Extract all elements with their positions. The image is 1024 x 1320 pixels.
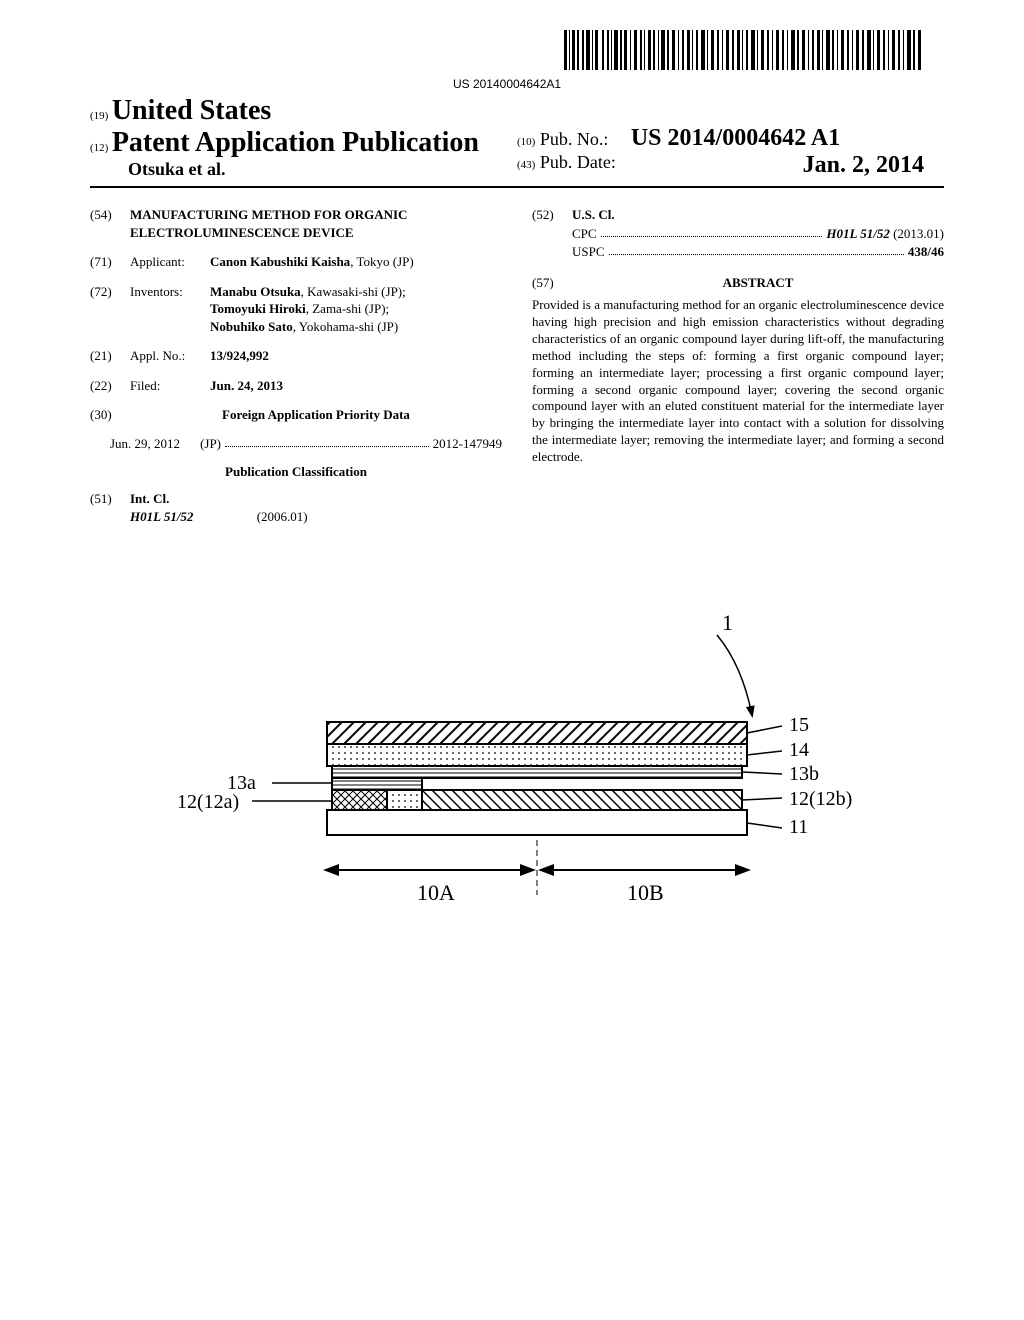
dots-leader (609, 244, 904, 255)
body-columns: (54) MANUFACTURING METHOD FOR ORGANIC EL… (90, 206, 944, 525)
doc-type: Patent Application Publication (112, 127, 479, 158)
barcode-block: US 20140004642A1 (90, 30, 924, 91)
patent-figure: 1 15 14 13b 12(12b) 11 13a 12(12a) 10A 1… (90, 595, 944, 960)
left-column: (54) MANUFACTURING METHOD FOR ORGANIC EL… (90, 206, 502, 525)
country-code: (19) (90, 110, 108, 122)
dots-leader (601, 226, 823, 237)
inventor-1-loc: , Kawasaki-shi (JP); (301, 284, 406, 299)
cpc-ver: (2013.01) (893, 226, 944, 241)
f72-label: Inventors: (130, 283, 210, 336)
f22-label: Filed: (130, 377, 210, 395)
f22-code: (22) (90, 377, 130, 395)
f51-code: (51) (90, 490, 130, 508)
inventor-2: Tomoyuki Hiroki (210, 301, 306, 316)
header-row: (19) United States (12) Patent Applicati… (90, 95, 944, 188)
appl-no: 13/924,992 (210, 348, 269, 363)
figure-svg: 1 15 14 13b 12(12b) 11 13a 12(12a) 10A 1… (157, 595, 877, 955)
intcl-ver: (2006.01) (257, 509, 308, 524)
pubdate-value: Jan. 2, 2014 (803, 152, 924, 179)
f71-code: (71) (90, 253, 130, 271)
fig-label-12-12b: 12(12b) (789, 788, 852, 810)
pubdate-label: Pub. Date: (540, 152, 616, 172)
uspc-val: 438/46 (908, 244, 944, 259)
inventor-1: Manabu Otsuka (210, 284, 301, 299)
f52-code: (52) (532, 206, 572, 224)
fig-label-12-12a: 12(12a) (177, 791, 239, 813)
cpc-val: H01L 51/52 (826, 226, 889, 241)
inventor-3-loc: , Yokohama-shi (JP) (293, 319, 398, 334)
inventor-2-loc: , Zama-shi (JP); (306, 301, 389, 316)
priority-cc: (JP) (200, 436, 221, 452)
authors: Otsuka et al. (128, 159, 517, 180)
fig-label-13b: 13b (789, 763, 819, 785)
f57-code: (57) (532, 274, 572, 298)
f72-code: (72) (90, 283, 130, 336)
country-name: United States (112, 95, 271, 126)
pubdate-code: (43) (517, 159, 535, 171)
fig-label-15: 15 (789, 714, 809, 736)
cpc-label: CPC (572, 226, 597, 242)
invention-title: MANUFACTURING METHOD FOR ORGANIC ELECTRO… (130, 206, 502, 241)
barcode-svg (564, 30, 924, 70)
right-column: (52) U.S. Cl. CPC H01L 51/52 (2013.01) U… (532, 206, 944, 525)
applicant-loc: , Tokyo (JP) (350, 254, 414, 269)
doc-code: (12) (90, 142, 108, 154)
abstract-hdr: ABSTRACT (572, 274, 944, 292)
inventor-3: Nobuhiko Sato (210, 319, 293, 334)
pubno-value: US 2014/0004642 A1 (631, 125, 840, 151)
fig-label-14: 14 (789, 739, 809, 761)
priority-date: Jun. 29, 2012 (110, 436, 180, 452)
fig-label-10a: 10A (417, 880, 455, 905)
f71-label: Applicant: (130, 253, 210, 271)
f21-label: Appl. No.: (130, 347, 210, 365)
pubno-code: (10) (517, 136, 535, 148)
barcode-text: US 20140004642A1 (90, 77, 924, 91)
fig-label-11: 11 (789, 816, 808, 838)
intcl-class: H01L 51/52 (130, 509, 193, 524)
f30-code: (30) (90, 406, 130, 424)
f54-code: (54) (90, 206, 130, 241)
filed-date: Jun. 24, 2013 (210, 378, 283, 393)
f21-code: (21) (90, 347, 130, 365)
uspc-label: USPC (572, 244, 605, 260)
fig-label-10b: 10B (627, 880, 664, 905)
pubno-label: Pub. No.: (540, 129, 609, 149)
intcl-label: Int. Cl. (130, 491, 169, 506)
pubclass-hdr: Publication Classification (90, 464, 502, 480)
applicant-name: Canon Kabushiki Kaisha (210, 254, 350, 269)
uscl-label: U.S. Cl. (572, 207, 615, 222)
abstract-text: Provided is a manufacturing method for a… (532, 297, 944, 466)
priority-num: 2012-147949 (433, 436, 502, 452)
dots-leader (225, 436, 429, 447)
foreign-priority-hdr: Foreign Application Priority Data (222, 407, 410, 422)
fig-label-1: 1 (722, 610, 733, 635)
